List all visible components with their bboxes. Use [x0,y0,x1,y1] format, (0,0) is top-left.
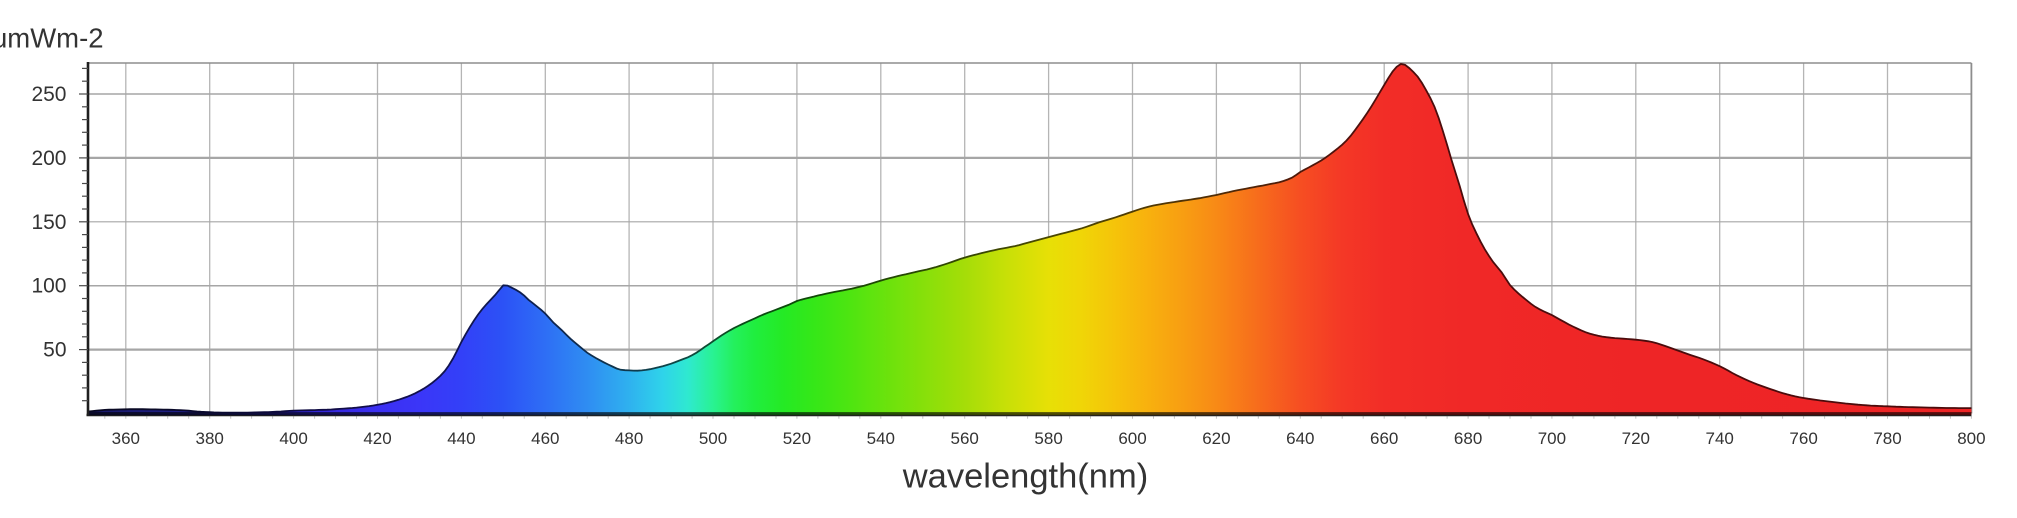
svg-text:200: 200 [31,147,66,170]
svg-text:800: 800 [1957,429,1985,448]
svg-text:780: 780 [1873,429,1901,448]
svg-text:740: 740 [1706,429,1734,448]
svg-text:480: 480 [615,429,643,448]
svg-text:540: 540 [867,429,895,448]
svg-text:420: 420 [363,429,391,448]
svg-text:600: 600 [1118,429,1146,448]
svg-text:360: 360 [112,429,140,448]
svg-text:150: 150 [31,211,66,234]
svg-text:760: 760 [1789,429,1817,448]
svg-text:640: 640 [1286,429,1314,448]
svg-text:100: 100 [31,275,66,298]
svg-text:620: 620 [1202,429,1230,448]
svg-text:580: 580 [1034,429,1062,448]
svg-text:50: 50 [43,339,66,362]
svg-text:560: 560 [951,429,979,448]
svg-text:720: 720 [1622,429,1650,448]
svg-text:660: 660 [1370,429,1398,448]
svg-text:680: 680 [1454,429,1482,448]
svg-text:umWm-2: umWm-2 [0,22,104,53]
svg-text:250: 250 [31,83,66,106]
svg-text:440: 440 [447,429,475,448]
svg-text:500: 500 [699,429,727,448]
svg-text:380: 380 [196,429,224,448]
svg-text:wavelength(nm): wavelength(nm) [902,458,1148,496]
svg-text:400: 400 [279,429,307,448]
svg-text:520: 520 [783,429,811,448]
svg-text:700: 700 [1538,429,1566,448]
svg-text:460: 460 [531,429,559,448]
